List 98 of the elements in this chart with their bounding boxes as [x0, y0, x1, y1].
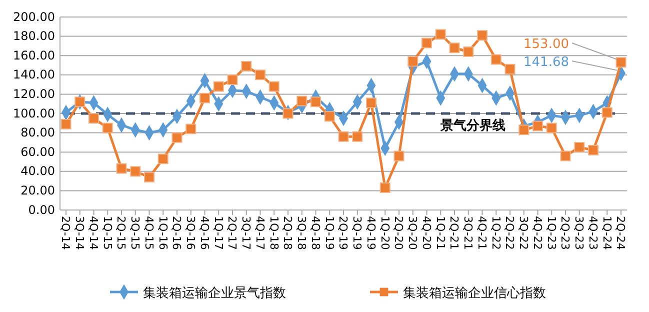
x-tick-label: 1Q-20: [378, 216, 392, 250]
legend-label: 集装箱运输企业景气指数: [143, 286, 286, 301]
x-tick-label: 1Q-22: [489, 216, 502, 250]
point: [449, 42, 460, 54]
point: [296, 96, 308, 106]
x-tick-label: 4Q-20: [420, 216, 433, 250]
x-tick-label: 2Q-19: [336, 216, 350, 250]
data-label: 141.68: [524, 55, 569, 70]
y-tick-label: 0.00: [28, 202, 55, 217]
y-tick-label: 80.00: [20, 126, 55, 140]
x-tick-label: 1Q-19: [322, 216, 336, 250]
point: [477, 30, 488, 41]
x-tick-label: 3Q-23: [572, 216, 586, 250]
x-tick-label: 2Q-16: [170, 216, 184, 250]
x-tick-label: 4Q-14: [86, 216, 100, 250]
y-tick-label: 200.00: [13, 10, 55, 24]
point: [602, 107, 612, 118]
x-tick-label: 1Q-16: [156, 216, 170, 250]
point: [116, 163, 127, 174]
x-tick-label: 3Q-22: [517, 216, 530, 250]
point: [158, 154, 168, 164]
y-tick-label: 40.00: [20, 164, 55, 178]
x-tick-label: 3Q-18: [295, 216, 308, 250]
x-tick-label: 2Q-23: [558, 216, 572, 250]
point: [408, 56, 418, 67]
y-tick-label: 100.00: [13, 106, 55, 120]
point: [435, 29, 446, 40]
point: [88, 113, 99, 124]
y-tick-label: 180.00: [13, 29, 55, 44]
y-tick-label: 140.00: [13, 68, 55, 82]
point: [616, 57, 626, 68]
x-tick-label: 4Q-19: [364, 216, 378, 250]
point: [560, 150, 571, 162]
x-tick-label: 3Q-17: [240, 216, 253, 250]
x-tick-label: 4Q-21: [475, 216, 488, 250]
point: [504, 64, 516, 74]
x-tick-label: 3Q-21: [462, 216, 475, 250]
point: [490, 54, 502, 65]
point: [532, 120, 543, 132]
y-tick-label: 160.00: [13, 48, 55, 62]
point: [268, 81, 280, 92]
point: [310, 96, 321, 108]
x-tick-label: 1Q-23: [544, 216, 558, 250]
x-tick-label: 4Q-23: [586, 216, 600, 250]
x-tick-label: 2Q-24: [614, 216, 628, 250]
x-tick-label: 2Q-18: [281, 216, 294, 250]
ref-line-label: 景气分界线: [440, 118, 506, 134]
point: [324, 111, 335, 122]
point: [213, 81, 224, 92]
point: [282, 108, 294, 119]
x-tick-label: 1Q-24: [600, 216, 614, 250]
x-tick-label: 4Q-15: [142, 216, 156, 250]
x-tick-label: 4Q-17: [253, 216, 266, 250]
x-tick-label: 1Q-17: [212, 216, 225, 250]
point: [394, 150, 404, 162]
point: [60, 118, 72, 130]
point: [463, 46, 474, 57]
point: [338, 131, 349, 142]
point: [352, 131, 363, 142]
x-tick-label: 1Q-18: [267, 216, 280, 250]
point: [172, 132, 182, 143]
point: [227, 74, 238, 85]
y-tick-label: 120.00: [13, 87, 55, 102]
x-tick-label: 1Q-15: [100, 216, 114, 250]
x-tick-label: 4Q-16: [198, 216, 211, 250]
point: [144, 172, 154, 182]
x-tick-label: 3Q-15: [128, 216, 142, 250]
x-tick-label: 2Q-15: [114, 216, 128, 250]
point: [130, 166, 141, 177]
point: [422, 38, 432, 48]
y-tick-label: 20.00: [20, 184, 55, 198]
point: [546, 122, 557, 134]
point: [186, 124, 196, 134]
x-tick-label: 1Q-21: [434, 216, 447, 250]
legend-label: 集装箱运输企业信心指数: [403, 285, 546, 301]
x-tick-label: 4Q-18: [308, 216, 322, 250]
data-label: 153.00: [524, 37, 569, 52]
point: [574, 142, 585, 153]
x-tick-label: 3Q-19: [350, 216, 364, 250]
point: [74, 96, 86, 108]
x-tick-label: 3Q-14: [73, 216, 86, 250]
point: [518, 124, 530, 136]
x-tick-label: 2Q-21: [448, 216, 461, 250]
x-tick-label: 2Q-14: [59, 216, 72, 250]
point: [366, 98, 376, 108]
point: [102, 122, 113, 134]
x-tick-label: 4Q-22: [530, 216, 544, 250]
x-tick-label: 2Q-20: [392, 216, 406, 250]
point: [588, 144, 598, 156]
point: [255, 70, 266, 80]
x-tick-label: 3Q-20: [406, 216, 420, 250]
x-tick-label: 2Q-17: [226, 216, 239, 250]
point: [241, 60, 252, 72]
y-tick-label: 60.00: [20, 144, 55, 159]
x-tick-label: 3Q-16: [184, 216, 198, 250]
x-tick-label: 2Q-22: [503, 216, 516, 250]
point: [380, 182, 390, 194]
point: [200, 92, 210, 104]
